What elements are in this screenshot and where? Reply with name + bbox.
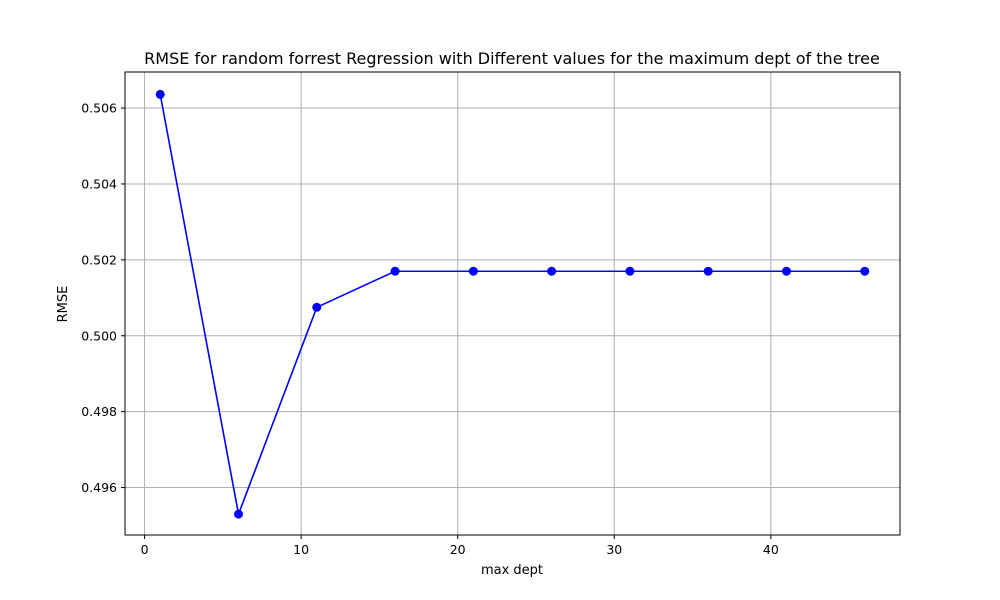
series-line (159, 94, 865, 518)
y-tick-label: 0.500 (81, 328, 117, 343)
y-tick-label: 0.496 (81, 480, 117, 495)
plot-frame (124, 71, 901, 536)
data-point (468, 266, 478, 276)
x-tick-label: 10 (293, 542, 309, 557)
data-point (860, 266, 870, 276)
y-axis-label: RMSE (56, 286, 71, 323)
data-point (312, 302, 322, 312)
data-point (547, 266, 557, 276)
y-tick-label: 0.502 (81, 252, 117, 267)
data-point (390, 266, 400, 276)
y-tick-label: 0.506 (81, 101, 117, 116)
grid (125, 72, 900, 535)
data-point (155, 89, 165, 99)
x-tick-label: 20 (450, 542, 466, 557)
data-point (781, 266, 791, 276)
x-axis-label: max dept (481, 563, 543, 578)
y-tick-label: 0.498 (81, 404, 117, 419)
x-tick-label: 40 (763, 542, 779, 557)
chart-title: RMSE for random forrest Regression with … (144, 49, 880, 68)
y-axis-ticks: 0.496 0.498 0.500 0.502 0.504 0.506 (81, 101, 125, 495)
data-point (234, 509, 244, 519)
x-tick-label: 30 (606, 542, 622, 557)
series-layer (155, 89, 870, 519)
data-point (625, 266, 635, 276)
x-axis-ticks: 0 10 20 30 40 (141, 535, 779, 557)
data-point (703, 266, 713, 276)
x-tick-label: 0 (141, 542, 149, 557)
y-tick-label: 0.504 (81, 176, 117, 191)
